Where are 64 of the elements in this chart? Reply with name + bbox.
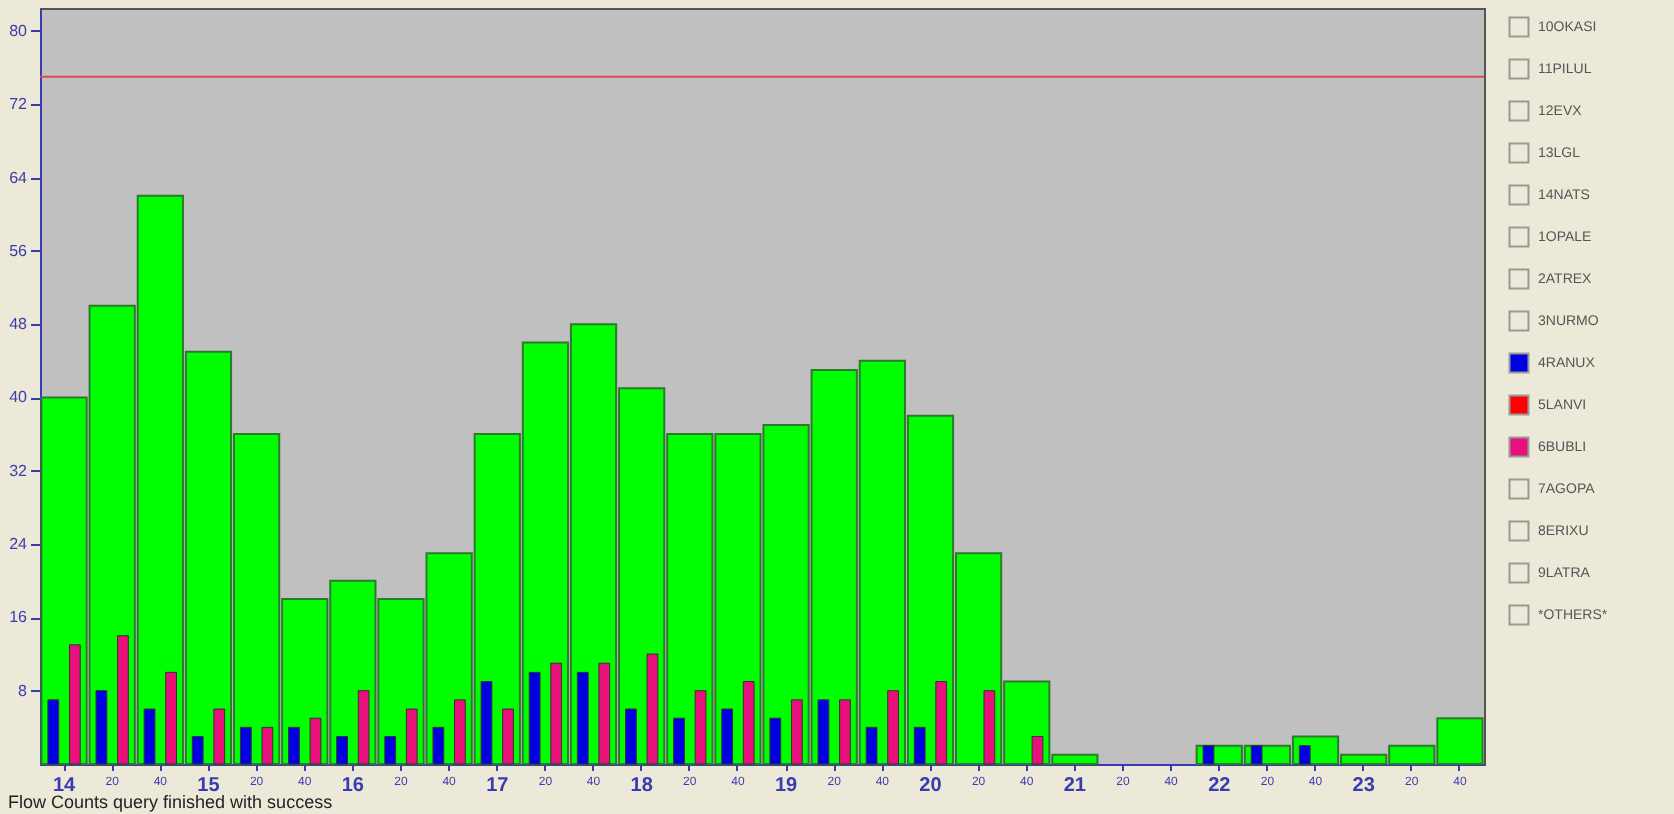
bar <box>288 726 300 765</box>
bar <box>165 671 177 765</box>
x-tick-label: 23 <box>1352 775 1376 797</box>
bar <box>769 717 782 765</box>
x-tick-label: 20 <box>919 775 943 797</box>
bar <box>502 708 514 765</box>
bar <box>117 635 129 765</box>
y-tick-label: 40 <box>9 388 29 407</box>
y-tick-label: 64 <box>9 168 29 187</box>
x-tick-label: 15 <box>197 775 221 797</box>
bar <box>384 736 397 765</box>
bar <box>865 726 878 765</box>
bar <box>95 690 108 765</box>
bar <box>598 662 611 765</box>
x-tick-label: 14 <box>52 775 77 797</box>
bar <box>935 681 948 765</box>
y-tick-label: 8 <box>18 681 29 700</box>
bar <box>983 690 996 765</box>
bar <box>1250 745 1263 765</box>
bar <box>213 708 226 765</box>
y-tick-label: 56 <box>9 241 29 260</box>
bar <box>432 726 445 765</box>
bar <box>694 690 707 765</box>
bar <box>742 681 755 765</box>
bar <box>1031 736 1044 765</box>
bar <box>239 726 252 765</box>
bar <box>528 671 541 765</box>
text: Flow Counts query finished with success <box>8 792 333 812</box>
bar <box>625 708 637 765</box>
bar <box>550 662 563 765</box>
x-tick-label: 19 <box>774 775 799 797</box>
bar <box>790 699 803 765</box>
bar <box>673 717 685 765</box>
bar <box>47 699 60 765</box>
x-tick-label: 17 <box>486 775 510 797</box>
y-tick-label: 48 <box>9 315 29 334</box>
y-tick-label: 24 <box>9 535 29 554</box>
x-tick-label: 16 <box>341 775 365 797</box>
x-tick-label: 21 <box>1063 775 1087 797</box>
bar <box>143 708 156 765</box>
bar <box>646 653 659 765</box>
bar <box>1298 745 1311 765</box>
bar <box>336 736 348 765</box>
bar <box>454 699 466 765</box>
bar <box>191 736 204 765</box>
bar <box>576 671 589 765</box>
bar <box>913 726 926 765</box>
y-tick-label: 80 <box>9 21 29 40</box>
bar <box>1202 745 1215 765</box>
y-tick-label: 32 <box>9 461 29 480</box>
x-tick-label: 18 <box>630 775 654 797</box>
bar <box>405 708 418 765</box>
x-tick-label: 22 <box>1208 775 1232 797</box>
y-tick-label: 16 <box>9 608 29 627</box>
y-tick-label: 72 <box>9 95 29 114</box>
bar <box>839 699 851 765</box>
bar <box>721 708 734 765</box>
bar <box>68 644 81 765</box>
bar <box>357 690 370 765</box>
bar <box>817 699 830 765</box>
bar <box>309 717 322 765</box>
bar <box>887 690 899 765</box>
bar <box>261 726 274 765</box>
bar <box>480 681 493 765</box>
